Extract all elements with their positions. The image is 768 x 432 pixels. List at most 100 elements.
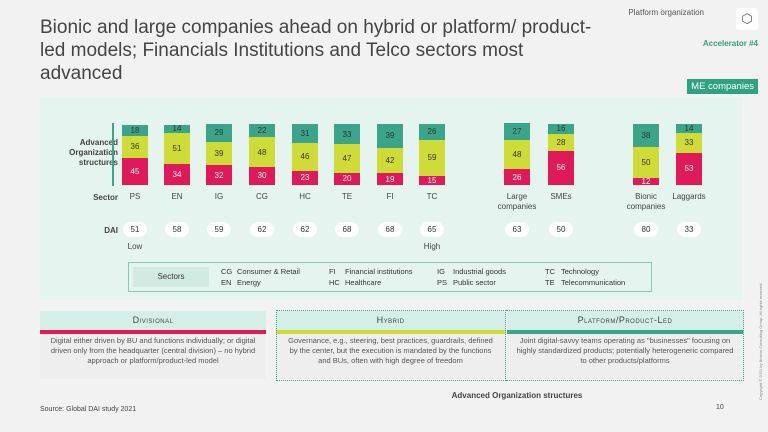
legend-item: IG Industrial goods [437,266,506,277]
dai-value: 59 [207,222,231,237]
legend-code: IG [437,267,445,276]
bar-segment-platform: 39 [377,124,403,148]
hybrid-outline [276,310,506,381]
me-companies-badge: ME companies [687,79,758,94]
legend-code: CG [221,267,233,276]
bar-segment-platform: 31 [292,124,318,143]
bar-segment-platform: 33 [334,124,360,145]
dai-value: 65 [420,222,444,237]
legend-code: FI [329,267,336,276]
bar-segment-platform: 14 [164,124,190,133]
legend-item: CG Consumer & Retail [221,266,300,277]
bar-segment-divisional: 23 [292,170,318,185]
dai-value: 68 [335,222,359,237]
org-model-card: Hybrid Governance, e.g., steering, best p… [276,311,505,379]
legend-item: PS Public sector [437,277,496,288]
bar-segment-hybrid: 48 [249,137,275,167]
high-label: High [423,242,441,251]
legend-text: Technology [561,267,599,276]
accelerator-label: Accelerator #4 [702,39,758,48]
bar-segment-divisional: 12 [633,177,659,186]
dai-value: 62 [293,222,317,237]
bar-segment-platform: 38 [633,124,659,148]
legend-item: FI Financial institutions [329,266,413,277]
card-color-bar [40,330,266,334]
platform-outline [506,310,744,381]
legend-text: Industrial goods [453,267,506,276]
sector-tick-label: HC [299,192,311,201]
legend-code: HC [329,278,340,287]
dai-value: 68 [378,222,402,237]
bar-segment-hybrid: 39 [206,141,232,166]
sector-label: Sector [93,193,118,202]
legend-code: TE [545,278,555,287]
card-description: Governance, e.g., steering, best practic… [276,334,505,379]
bar-segment-hybrid: 50 [633,147,659,178]
sector-tick-label: SMEs [550,192,572,201]
card-description: Digital either driven by BU and function… [40,334,266,379]
bar-segment-divisional: 32 [206,165,232,185]
bar-segment-platform: 22 [249,124,275,138]
legend-item: HC Healthcare [329,277,381,288]
legend-item: TC Technology [545,266,599,277]
bar-segment-platform: 27 [504,123,530,140]
bar-segment-divisional: 34 [164,164,190,185]
legend-item: EN Energy [221,277,261,288]
bar-segment-divisional: 45 [122,157,148,185]
sector-tick-label: PS [129,192,141,201]
bar-segment-platform: 14 [676,124,702,133]
bar-segment-hybrid: 51 [164,133,190,165]
dai-value: 51 [123,222,147,237]
bar-segment-platform: 26 [419,124,445,140]
bar-segment-divisional: 30 [249,166,275,185]
card-title: Hybrid [276,311,505,330]
card-title: Platform/Product-Led [507,311,743,330]
sector-tick-label: TC [426,192,438,201]
bar-segment-divisional: 15 [419,175,445,185]
legend-text: Consumer & Retail [237,267,300,276]
bar-segment-hybrid: 59 [419,139,445,176]
sector-tick-label: Laggards [672,192,706,201]
low-label: Low [127,242,143,251]
dai-value: 62 [250,222,274,237]
bar-segment-divisional: 20 [334,172,360,185]
sector-tick-label: CG [256,192,268,201]
y-axis-arrow [112,123,114,186]
legend-text: Financial institutions [345,267,413,276]
dai-value: 58 [165,222,189,237]
dai-value: 80 [634,222,658,237]
sector-tick-label: Bionic companies [626,192,666,211]
bar-segment-hybrid: 48 [504,139,530,170]
sector-tick-label: EN [171,192,183,201]
dai-label: DAI [104,226,118,235]
bar-segment-platform: 18 [122,124,148,136]
org-model-card: Divisional Digital either driven by BU an… [40,311,266,379]
bar-segment-hybrid: 47 [334,144,360,173]
legend-text: Public sector [453,278,496,287]
bar-segment-hybrid: 42 [377,147,403,174]
legend-item: TE Telecommunication [545,277,625,288]
dai-value: 33 [677,222,701,237]
sector-tick-label: IG [214,192,224,201]
network-cube-icon: ⬡ [736,8,758,30]
bar-segment-hybrid: 28 [548,133,574,151]
bar-segment-hybrid: 46 [292,142,318,171]
bar-segment-divisional: 26 [504,169,530,185]
bar-segment-divisional: 56 [548,150,574,185]
dai-value: 63 [505,222,529,237]
legend-code: TC [545,267,555,276]
page-number: 10 [716,404,724,411]
sector-tick-label: TE [341,192,353,201]
legend-code: PS [437,278,448,287]
sector-tick-label: FI [386,192,394,201]
advanced-structures-label: Advanced Organization structures [451,391,583,400]
card-color-bar [507,330,743,334]
bar-segment-platform: 29 [206,124,232,142]
dai-value: 50 [549,222,573,237]
bar-segment-divisional: 19 [377,173,403,185]
legend-text: Healthcare [345,278,382,287]
sector-tick-label: Large companies [497,192,537,211]
bar-segment-hybrid: 33 [676,132,702,153]
org-model-card: Platform/Product-Led Joint digital-savvy … [507,311,743,379]
legend-text: Telecommunication [561,278,626,287]
